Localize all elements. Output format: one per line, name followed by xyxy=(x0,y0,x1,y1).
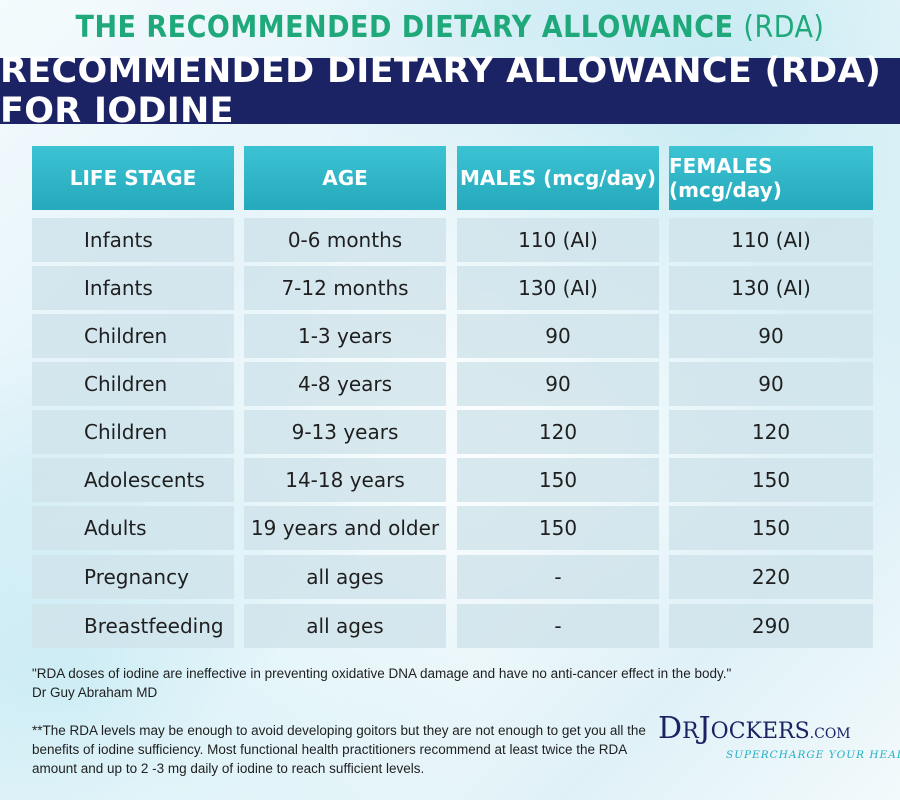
cell-age: 0-6 months xyxy=(244,218,446,262)
cell-life-stage: Breastfeeding xyxy=(32,604,234,648)
cell-males: 110 (AI) xyxy=(457,218,659,262)
cell-males: 130 (AI) xyxy=(457,266,659,310)
cell-age: 1-3 years xyxy=(244,314,446,358)
cell-age: all ages xyxy=(244,604,446,648)
cell-males: 120 xyxy=(457,410,659,454)
cell-females: 90 xyxy=(669,314,873,358)
top-title: THE RECOMMENDED DIETARY ALLOWANCE (RDA) xyxy=(0,10,900,45)
cell-life-stage: Infants xyxy=(32,266,234,310)
cell-females: 290 xyxy=(669,604,873,648)
cell-males: 90 xyxy=(457,362,659,406)
cell-males: 150 xyxy=(457,506,659,550)
cell-females: 120 xyxy=(669,410,873,454)
cell-life-stage: Infants xyxy=(32,218,234,262)
cell-males: - xyxy=(457,555,659,599)
cell-males: - xyxy=(457,604,659,648)
cell-females: 150 xyxy=(669,506,873,550)
column-header-males: MALES (mcg/day) xyxy=(457,146,659,210)
cell-life-stage: Pregnancy xyxy=(32,555,234,599)
cell-life-stage: Children xyxy=(32,362,234,406)
cell-life-stage: Children xyxy=(32,314,234,358)
cell-females: 220 xyxy=(669,555,873,599)
cell-males: 90 xyxy=(457,314,659,358)
rda-note-text: **The RDA levels may be enough to avoid … xyxy=(32,723,646,776)
drjockers-logo: DRJOCKERS.COM SUPERCHARGE YOUR HEALTH xyxy=(658,711,900,764)
column-header-females: FEMALES (mcg/day) xyxy=(669,146,873,210)
top-title-paren: (RDA) xyxy=(743,10,825,45)
cell-females: 110 (AI) xyxy=(669,218,873,262)
logo-wordmark: DRJOCKERS.COM xyxy=(658,711,851,746)
cell-females: 150 xyxy=(669,458,873,502)
banner-title-text: RECOMMENDED DIETARY ALLOWANCE (RDA) FOR … xyxy=(0,51,882,131)
cell-life-stage: Adolescents xyxy=(32,458,234,502)
cell-females: 130 (AI) xyxy=(669,266,873,310)
quote-text: "RDA doses of iodine are ineffective in … xyxy=(32,666,732,681)
cell-life-stage: Adults xyxy=(32,506,234,550)
cell-age: 9-13 years xyxy=(244,410,446,454)
rda-note: **The RDA levels may be enough to avoid … xyxy=(32,721,652,778)
column-header-life-stage: LIFE STAGE xyxy=(32,146,234,210)
top-title-main: THE RECOMMENDED DIETARY ALLOWANCE xyxy=(75,10,734,45)
cell-age: 14-18 years xyxy=(244,458,446,502)
cell-males: 150 xyxy=(457,458,659,502)
logo-tagline: SUPERCHARGE YOUR HEALTH xyxy=(726,749,900,761)
quote-author: Dr Guy Abraham MD xyxy=(32,685,158,700)
cell-age: 4-8 years xyxy=(244,362,446,406)
cell-age: 7-12 months xyxy=(244,266,446,310)
cell-females: 90 xyxy=(669,362,873,406)
cell-age: 19 years and older xyxy=(244,506,446,550)
quote-footnote: "RDA doses of iodine are ineffective in … xyxy=(32,664,732,702)
banner-title: RECOMMENDED DIETARY ALLOWANCE (RDA) FOR … xyxy=(0,51,900,131)
cell-life-stage: Children xyxy=(32,410,234,454)
cell-age: all ages xyxy=(244,555,446,599)
column-header-age: AGE xyxy=(244,146,446,210)
